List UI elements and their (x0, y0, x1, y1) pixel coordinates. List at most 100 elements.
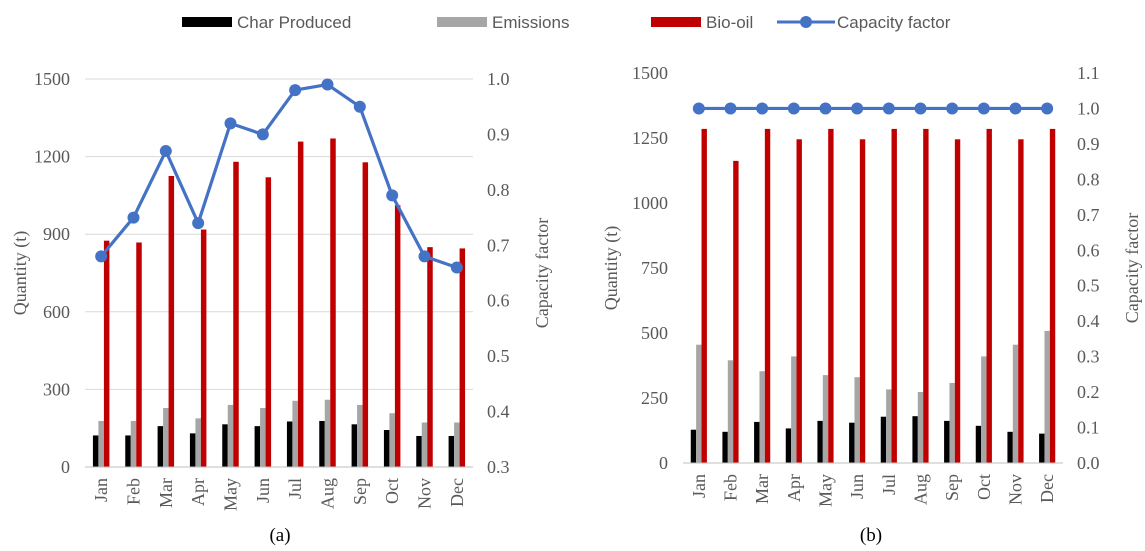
x-tick-label: Sep (942, 474, 962, 501)
point-capacity-factor (353, 100, 366, 113)
bar-emissions (357, 404, 363, 467)
bar-emissions (822, 375, 829, 463)
bar-emissions (227, 404, 234, 467)
y2-tick-label: 0.7 (487, 235, 510, 255)
bar-emissions (163, 408, 169, 467)
bar-bio-oil (265, 177, 272, 467)
y2-tick-label: 0.6 (487, 291, 510, 311)
y2-tick-label: 0.8 (487, 180, 510, 200)
x-tick-label: Oct (382, 478, 402, 504)
bar-char-produced (254, 426, 261, 467)
bar-char-produced (690, 429, 697, 463)
point-capacity-factor (946, 102, 959, 115)
point-capacity-factor (192, 217, 205, 230)
bar-char-produced (416, 435, 422, 467)
bar-bio-oil (1018, 139, 1024, 464)
x-tick-label: Apr (188, 478, 208, 506)
point-capacity-factor (787, 102, 800, 115)
y-axis-title: Quantity (t) (10, 231, 31, 315)
x-tick-label: Jan (689, 474, 709, 498)
bar-bio-oil (200, 229, 207, 467)
y2-tick-label: 0.5 (487, 346, 510, 366)
bar-char-produced (849, 422, 855, 463)
point-capacity-factor (819, 102, 832, 115)
y2-tick-label: 0.4 (1077, 311, 1100, 331)
bar-bio-oil (136, 242, 142, 467)
y2-tick-label: 0.1 (1077, 418, 1100, 438)
bar-emissions (949, 382, 955, 463)
bar-emissions (324, 399, 331, 467)
y-tick-label: 1500 (632, 63, 668, 83)
bar-char-produced (1007, 431, 1013, 463)
y2-tick-label: 0.6 (1077, 240, 1100, 260)
point-capacity-factor (977, 102, 990, 115)
x-tick-label: Mar (752, 474, 772, 504)
y2-tick-label: 0.5 (1077, 276, 1100, 296)
bar-char-produced (189, 433, 196, 467)
bar-bio-oil (233, 161, 239, 468)
y-tick-label: 300 (43, 379, 70, 399)
y2-tick-label: 1.0 (487, 69, 510, 89)
x-tick-label: Feb (721, 474, 741, 501)
bar-bio-oil (954, 139, 961, 464)
bar-emissions (130, 420, 137, 467)
y-tick-label: 1200 (34, 147, 70, 167)
bar-char-produced (1039, 433, 1045, 463)
bar-emissions (727, 360, 734, 463)
point-capacity-factor (418, 250, 431, 263)
bar-char-produced (944, 420, 950, 463)
bar-char-produced (722, 431, 728, 463)
y2-tick-label: 0.8 (1077, 169, 1100, 189)
bar-char-produced (157, 426, 164, 467)
bar-char-produced (880, 416, 887, 463)
x-tick-label: Aug (318, 478, 338, 509)
point-capacity-factor (851, 102, 864, 115)
bar-emissions (854, 377, 860, 463)
bar-bio-oil (701, 128, 707, 463)
point-capacity-factor (882, 102, 895, 115)
bar-bio-oil (362, 162, 369, 468)
y-tick-label: 600 (43, 302, 70, 322)
y-tick-label: 0 (61, 457, 70, 477)
y-tick-label: 750 (641, 258, 668, 278)
bar-char-produced (125, 435, 131, 467)
x-tick-label: Feb (124, 478, 144, 505)
y2-tick-label: 0.4 (487, 402, 510, 422)
point-capacity-factor (756, 102, 769, 115)
bar-emissions (791, 356, 797, 463)
legend-marker-capacity-factor (800, 16, 812, 28)
x-tick-label: Dec (447, 478, 467, 507)
y2-tick-label: 1.0 (1077, 98, 1100, 118)
panel-a: 0 300 600 900 1200 1500 0.3 0.4 0.5 0.6 0.7 0.8 0.9 1… (10, 69, 552, 546)
bar-bio-oil (427, 247, 433, 467)
x-tick-label: Jun (253, 478, 273, 503)
x-tick-label: Dec (1037, 474, 1057, 503)
bar-bio-oil (764, 128, 771, 463)
bar-bio-oil (103, 240, 110, 467)
bar-char-produced (817, 420, 823, 463)
y-tick-label: 0 (659, 453, 668, 473)
bar-emissions (981, 356, 987, 463)
legend-swatch-emissions (437, 17, 487, 27)
bar-emissions (260, 408, 266, 467)
x-tick-label: May (221, 478, 241, 511)
point-capacity-factor (1009, 102, 1022, 115)
bar-bio-oil (168, 176, 175, 467)
y2-tick-label: 0.2 (1077, 382, 1100, 402)
bar-emissions (454, 422, 460, 467)
bar-char-produced (785, 428, 792, 463)
panel-label: (a) (269, 525, 290, 546)
y2-tick-label: 0.0 (1077, 453, 1100, 473)
bar-bio-oil (1049, 128, 1056, 463)
bar-char-produced (912, 416, 918, 463)
bar-char-produced (754, 421, 760, 463)
legend-label-bio-oil: Bio-oil (706, 13, 753, 32)
x-tick-label: Jun (847, 474, 867, 499)
legend: Char Produced Emissions Bio-oil Capacity fa… (182, 13, 951, 32)
bar-bio-oil (923, 128, 929, 463)
panel-b: 0 250 500 750 1000 1250 1500 0.0 0.1 0.2 0.3 0.4 0.5… (601, 63, 1142, 546)
bar-char-produced (975, 425, 982, 463)
point-capacity-factor (256, 128, 269, 141)
x-tick-label: Jul (285, 478, 305, 499)
y2-tick-label: 0.7 (1077, 205, 1100, 225)
